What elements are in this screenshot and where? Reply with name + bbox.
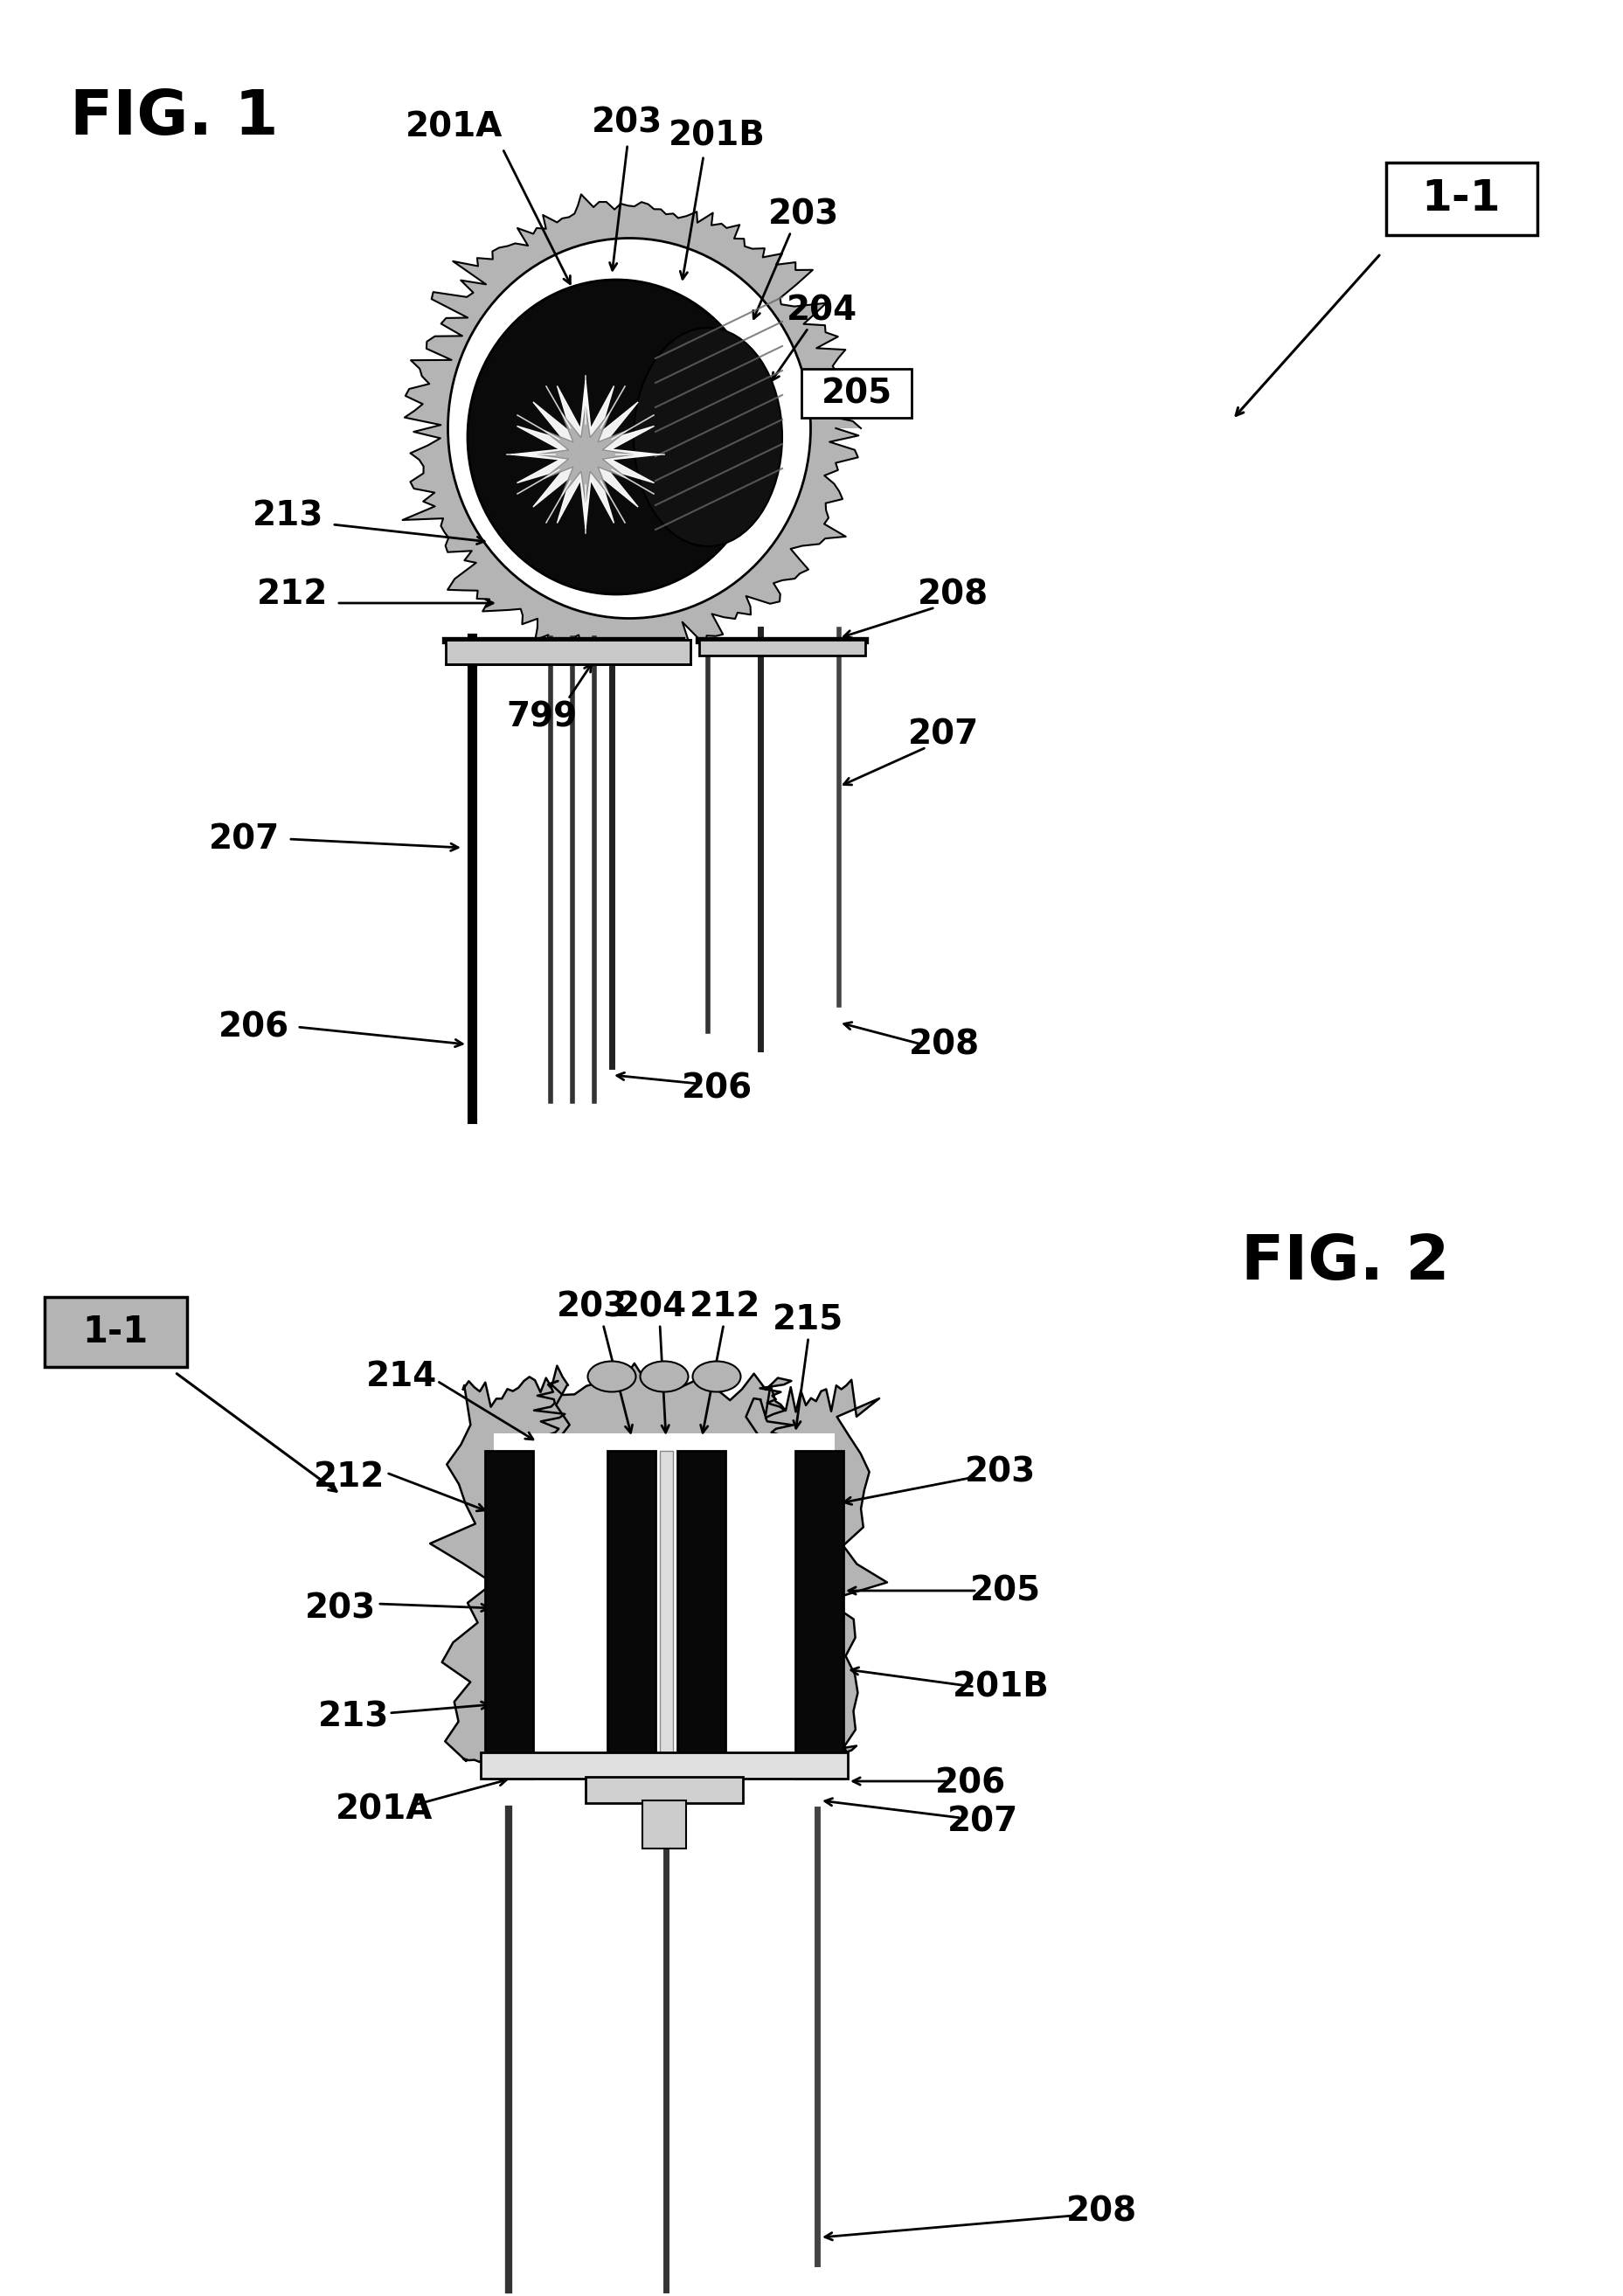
Bar [586,1777,742,1802]
Text: 207: 207 [907,719,979,751]
Text: 213: 213 [253,498,325,533]
Text: 203: 203 [305,1591,377,1626]
Text: FIG. 2: FIG. 2 [1240,1233,1449,1293]
Text: 1-1: 1-1 [1422,177,1500,220]
Polygon shape [526,1364,792,1456]
Text: 203: 203 [557,1290,628,1322]
Bar [729,1451,790,1779]
Ellipse shape [633,328,782,546]
Text: 206: 206 [935,1766,1005,1800]
Ellipse shape [639,1362,688,1391]
Text: 207: 207 [209,822,281,856]
Text: 201A: 201A [406,110,503,142]
Bar [485,1451,532,1779]
Text: 799: 799 [506,700,578,732]
Text: 212: 212 [313,1460,385,1495]
Text: 203: 203 [768,197,839,230]
Text: 208: 208 [1065,2195,1136,2227]
Polygon shape [511,381,659,528]
Text: 205: 205 [969,1575,1040,1607]
Text: 201B: 201B [667,119,764,152]
Ellipse shape [693,1362,740,1391]
Bar [700,641,865,654]
Bar [677,1451,725,1779]
Text: 205: 205 [821,377,891,411]
FancyBboxPatch shape [802,370,911,418]
Text: 208: 208 [907,1029,979,1061]
Text: 207: 207 [948,1805,1018,1839]
Text: 203: 203 [964,1456,1035,1490]
Text: FIG. 1: FIG. 1 [70,87,278,147]
Bar [480,1752,847,1779]
Polygon shape [735,1380,886,1754]
Ellipse shape [467,280,764,595]
Text: 212: 212 [256,579,328,611]
Polygon shape [537,406,633,503]
Polygon shape [403,195,860,659]
Bar [537,1451,602,1779]
Text: 206: 206 [217,1010,289,1045]
Text: 203: 203 [592,106,662,140]
Ellipse shape [448,239,810,618]
Text: 212: 212 [690,1290,761,1322]
Ellipse shape [588,1362,636,1391]
Bar [493,1433,834,1766]
Bar [643,1800,685,1848]
Text: 204: 204 [615,1290,687,1322]
Polygon shape [430,1366,592,1766]
Text: 201A: 201A [336,1793,433,1825]
FancyBboxPatch shape [1386,163,1537,234]
Text: 1-1: 1-1 [83,1313,148,1350]
Text: 201B: 201B [951,1669,1048,1704]
Bar [795,1451,842,1779]
FancyBboxPatch shape [44,1297,187,1366]
Bar [445,641,690,664]
Text: 208: 208 [917,579,987,611]
Text: 215: 215 [773,1304,844,1336]
Bar [659,1451,672,1779]
Text: 213: 213 [318,1701,390,1733]
Text: 204: 204 [786,294,857,326]
Bar [607,1451,656,1779]
Text: 206: 206 [682,1072,751,1104]
Text: 214: 214 [367,1359,437,1394]
